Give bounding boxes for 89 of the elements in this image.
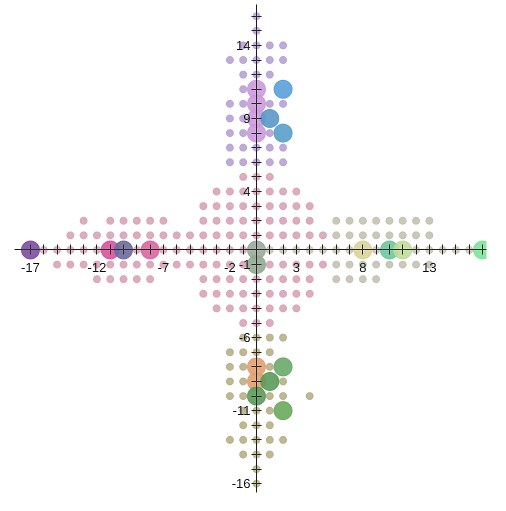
y-tick-label: -11: [232, 403, 250, 418]
point: [398, 231, 407, 240]
y-tick-label: 14: [236, 38, 250, 53]
x-tick-label: 8: [359, 260, 366, 275]
point: [266, 348, 274, 356]
point: [398, 216, 407, 225]
point: [226, 158, 234, 166]
point: [412, 231, 420, 240]
point: [226, 436, 234, 444]
x-tick-label: -12: [88, 260, 106, 275]
point: [398, 260, 407, 269]
point: [266, 436, 274, 444]
point: [346, 275, 354, 284]
point: [239, 377, 248, 386]
point: [306, 392, 314, 400]
point: [372, 231, 380, 240]
point: [332, 260, 340, 269]
point: [266, 41, 274, 50]
point: [346, 260, 354, 269]
point: [226, 129, 234, 138]
point: [332, 275, 340, 284]
point: [266, 158, 274, 166]
point: [239, 129, 248, 138]
point: [385, 216, 394, 225]
point: [425, 231, 434, 240]
point: [266, 70, 274, 79]
point: [239, 85, 248, 94]
point: [358, 275, 367, 284]
point: [266, 450, 274, 459]
point: [279, 56, 288, 64]
point: [226, 348, 234, 356]
x-tick-label: -7: [158, 260, 170, 275]
point: [239, 362, 248, 371]
point: [239, 450, 248, 459]
x-tick-label: 13: [422, 260, 437, 275]
point: [239, 436, 248, 444]
point: [332, 231, 340, 240]
point: [279, 436, 288, 444]
point: [266, 362, 274, 371]
point: [412, 216, 420, 225]
point: [279, 144, 288, 152]
point: [279, 334, 288, 342]
point: [239, 56, 248, 64]
point: [239, 144, 248, 152]
point: [266, 421, 274, 430]
y-tick-label: 9: [243, 110, 250, 126]
point: [266, 129, 274, 138]
point: [239, 70, 248, 79]
point: [358, 231, 367, 240]
point: [358, 216, 367, 225]
point: [239, 100, 248, 108]
point: [279, 158, 288, 166]
point: [239, 158, 248, 166]
point: [226, 362, 234, 371]
x-tick-label: -17: [21, 260, 40, 275]
point: [266, 144, 274, 152]
point: [266, 392, 274, 400]
point: [346, 216, 354, 225]
point: [226, 56, 234, 64]
point: [372, 260, 380, 269]
y-tick-label: -16: [232, 476, 250, 492]
point: [346, 231, 354, 240]
point: [239, 392, 248, 400]
point: [239, 348, 248, 356]
point: [266, 334, 274, 342]
point: [226, 392, 234, 400]
point: [266, 100, 274, 108]
point: [279, 41, 288, 50]
point: [226, 144, 234, 152]
point: [412, 260, 420, 269]
point: [279, 377, 288, 386]
point: [425, 216, 434, 225]
point: [372, 275, 380, 284]
x-tick-label: 3: [292, 260, 300, 275]
point: [226, 377, 234, 386]
x-tick-label: -2: [224, 260, 236, 275]
point: [266, 56, 274, 64]
point: [385, 231, 394, 240]
point: [372, 216, 380, 225]
point: [226, 100, 234, 108]
point: [279, 100, 288, 108]
point: [239, 421, 248, 430]
point: [279, 392, 288, 400]
point: [332, 216, 340, 225]
y-tick-label: -1: [238, 257, 250, 272]
point: [266, 406, 274, 415]
point: [385, 260, 394, 269]
point: [226, 114, 234, 122]
y-tick-label: 4: [243, 184, 250, 200]
